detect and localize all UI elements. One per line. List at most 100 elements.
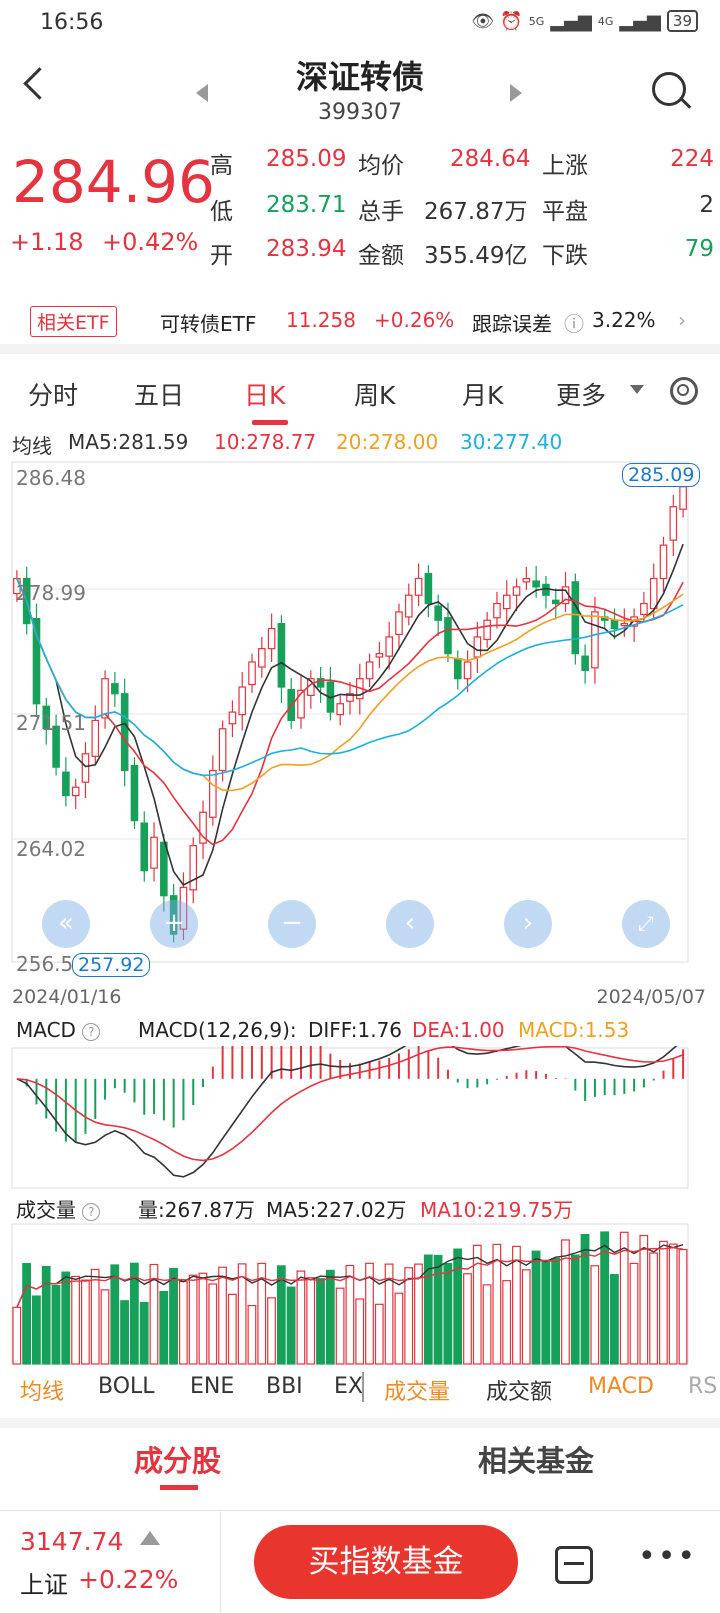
candle-body <box>140 822 149 872</box>
volume-bar <box>149 1263 159 1365</box>
scroll-left-icon[interactable]: ‹ <box>386 900 434 948</box>
low-price-tag: 257.92 <box>72 953 151 977</box>
volume-bar <box>306 1277 316 1365</box>
candle-body <box>42 705 51 730</box>
candle-body <box>414 577 423 596</box>
quote-value-open: 283.94 <box>266 236 347 262</box>
chevron-right-icon[interactable]: › <box>678 308 686 332</box>
price-change-pct: +0.42% <box>102 228 199 256</box>
tab-related-funds[interactable]: 相关基金 <box>478 1444 595 1478</box>
volume-bar <box>443 1263 453 1365</box>
sh-index-value[interactable]: 3147.74 <box>20 1527 124 1556</box>
indicator-tab-bbi[interactable]: BBI <box>266 1374 303 1399</box>
candle-body <box>375 653 384 658</box>
volume-bar <box>639 1234 649 1365</box>
volume-bar <box>100 1289 110 1365</box>
next-index-icon[interactable] <box>510 84 522 102</box>
quote-value-avg: 284.64 <box>450 146 531 172</box>
tab-more[interactable]: 更多 <box>556 381 607 410</box>
macd-title[interactable]: MACD ? <box>16 1018 101 1042</box>
indicator-tab-boll[interactable]: BOLL <box>98 1374 155 1399</box>
status-icons: 👁 ⏰ 5G ▂▄▆ 4G ▂▄▆ 39 <box>472 10 698 32</box>
zoom-in-icon[interactable]: + <box>150 900 198 948</box>
buy-index-fund-button[interactable]: 买指数基金 <box>254 1525 518 1599</box>
fullscreen-icon[interactable]: ⤢ <box>622 900 670 948</box>
volume-bar <box>325 1269 335 1365</box>
volume-bar <box>247 1304 257 1365</box>
volume-bar <box>218 1266 227 1365</box>
gear-icon[interactable] <box>670 377 698 405</box>
divider-2 <box>0 1418 720 1428</box>
ma-label[interactable]: 均线 <box>12 434 52 458</box>
volume-chart[interactable] <box>10 1222 710 1366</box>
candle-body <box>209 769 217 818</box>
volume-bar <box>423 1254 433 1365</box>
quote-label-up: 上涨 <box>542 153 588 179</box>
quote-label-open: 开 <box>210 243 233 269</box>
tab-monthly-k[interactable]: 月K <box>462 381 504 410</box>
tab-constituents[interactable]: 成分股 <box>134 1444 222 1478</box>
tab-five-day[interactable]: 五日 <box>134 381 185 410</box>
candle-body <box>52 725 60 768</box>
status-time: 16:56 <box>40 10 104 35</box>
remove-watchlist-icon[interactable] <box>555 1546 593 1584</box>
battery-icon: 39 <box>666 10 698 32</box>
tab-intraday[interactable]: 分时 <box>28 381 79 410</box>
indicator-tab-volume[interactable]: 成交量 <box>384 1380 451 1405</box>
quote-value-flat: 2 <box>699 192 714 218</box>
signal-icon-2: ▂▄▆ <box>619 10 661 32</box>
scroll-right-icon[interactable]: › <box>504 900 552 948</box>
quote-label-amount: 金额 <box>358 243 404 269</box>
candle-body <box>120 693 129 772</box>
macd-chart[interactable] <box>10 1046 710 1190</box>
volume-bar <box>414 1263 423 1365</box>
volume-bar <box>502 1280 512 1365</box>
related-etf-row[interactable]: 相关ETF 可转债ETF 11.258 +0.26% 跟踪误差 ⓘ 3.22% … <box>0 292 720 344</box>
help-icon[interactable]: ? <box>82 1022 101 1041</box>
volume-bar <box>276 1265 286 1365</box>
volume-bar <box>541 1259 551 1365</box>
volume-bar <box>237 1263 247 1365</box>
page-title: 深证转债 <box>295 58 424 96</box>
candle-body <box>610 619 619 630</box>
indicator-tab-ma[interactable]: 均线 <box>20 1380 65 1405</box>
sh-index-name: 上证 <box>20 1571 68 1599</box>
help-icon-2[interactable]: ? <box>82 1202 101 1221</box>
candlestick-chart[interactable] <box>10 460 710 980</box>
search-icon[interactable] <box>652 72 686 106</box>
tab-weekly-k[interactable]: 周K <box>354 381 396 410</box>
candle-body <box>346 693 354 702</box>
price-change: +1.18 <box>10 228 84 256</box>
indicator-tab-ene[interactable]: ENE <box>190 1374 235 1399</box>
volume-bar <box>678 1248 688 1365</box>
indicator-tab-amount[interactable]: 成交额 <box>486 1380 553 1405</box>
volume-bar <box>463 1273 472 1365</box>
candle-body <box>62 771 70 797</box>
volume-bar <box>12 1306 22 1365</box>
tab-daily-k[interactable]: 日K <box>244 381 286 410</box>
more-icon[interactable]: ••• <box>638 1539 698 1574</box>
candle-body <box>130 764 139 822</box>
volume-bar <box>629 1262 639 1365</box>
volume-bar <box>394 1292 404 1365</box>
quote-label-high: 高 <box>210 153 233 179</box>
volume-bar <box>31 1295 41 1365</box>
candle-body <box>179 886 188 930</box>
volume-title[interactable]: 成交量 ? <box>16 1194 101 1223</box>
candle-body <box>453 658 462 680</box>
ma20-value: 20:278.00 <box>336 430 439 454</box>
info-icon[interactable]: ⓘ <box>564 312 584 336</box>
candle-body <box>493 602 501 619</box>
volume-bar <box>453 1248 463 1365</box>
zoom-out-icon[interactable]: − <box>268 900 316 948</box>
dropdown-icon[interactable] <box>630 385 644 394</box>
indicator-tab-rsi[interactable]: RS <box>688 1374 718 1399</box>
indicator-tab-ex[interactable]: EX <box>334 1374 363 1399</box>
candle-body <box>277 623 286 688</box>
prev-index-icon[interactable] <box>196 84 208 102</box>
first-page-icon[interactable]: « <box>42 900 90 948</box>
indicator-tab-macd[interactable]: MACD <box>588 1374 654 1399</box>
quote-value-up: 224 <box>670 146 714 172</box>
related-etf-tag: 相关ETF <box>30 306 117 337</box>
candle-body <box>91 719 100 757</box>
